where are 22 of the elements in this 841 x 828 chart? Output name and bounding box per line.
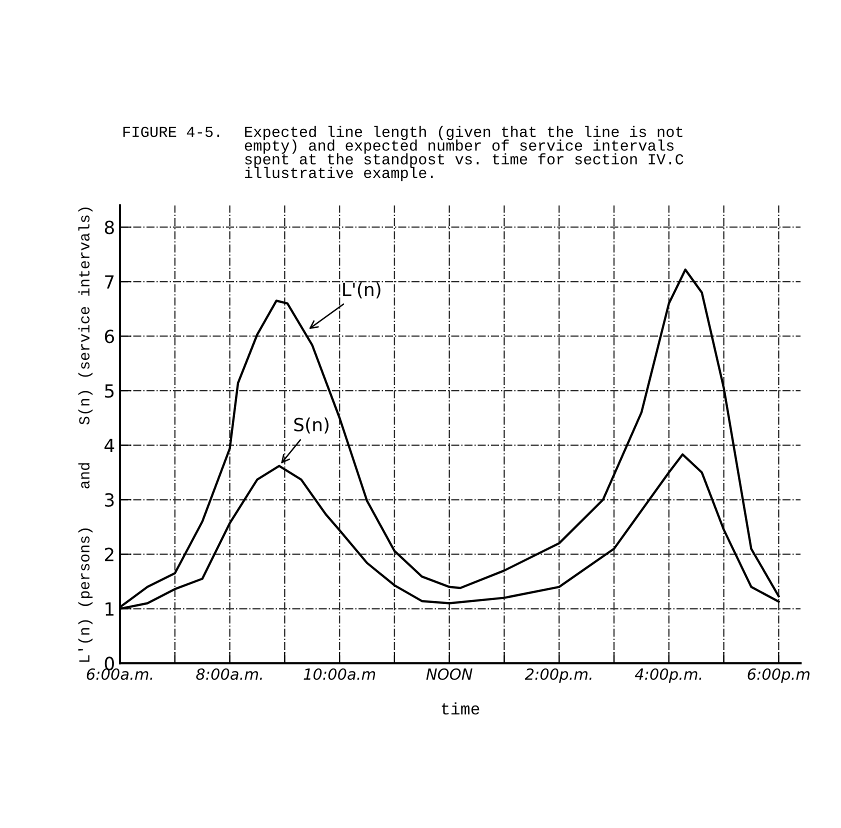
x-tick-label: 6:00a.m. (86, 668, 152, 680)
x-tick-label: 2:00p.m. (524, 668, 592, 683)
y-axis-title: L'(n) (persons) and S(n) (service intervals) (78, 208, 93, 662)
y-tick-label: 2 (104, 548, 114, 562)
y-tick-label: 1 (106, 602, 114, 616)
y-tick-label: 6 (104, 330, 114, 344)
chart-title: FIGURE 4-5. (123, 126, 220, 138)
y-tick-label: 0 (104, 656, 114, 670)
x-tick-label: 8:00a.m. (196, 668, 262, 680)
annotation: L'(n) (343, 282, 380, 298)
x-tick-label: NOON (426, 668, 472, 680)
annotation: S(n) (294, 417, 329, 434)
x-tick-label: 6:00p.m (748, 668, 810, 683)
y-tick-label: 7 (105, 275, 114, 289)
y-tick-label: 4 (104, 438, 114, 452)
y-tick-label: 5 (105, 384, 114, 398)
chart-subtitle: Expected line length (given that the line is not empty) and expected number of service intervals spent at the standpost vs. time for section IV.C illustrative example. (244, 126, 684, 182)
x-tick-label: 10:00a.m (304, 668, 376, 680)
x-tick-label: 4:00p.m. (634, 668, 702, 683)
y-tick-label: 3 (105, 493, 114, 507)
y-tick-label: 8 (104, 220, 114, 234)
x-axis-title: time (442, 702, 480, 715)
